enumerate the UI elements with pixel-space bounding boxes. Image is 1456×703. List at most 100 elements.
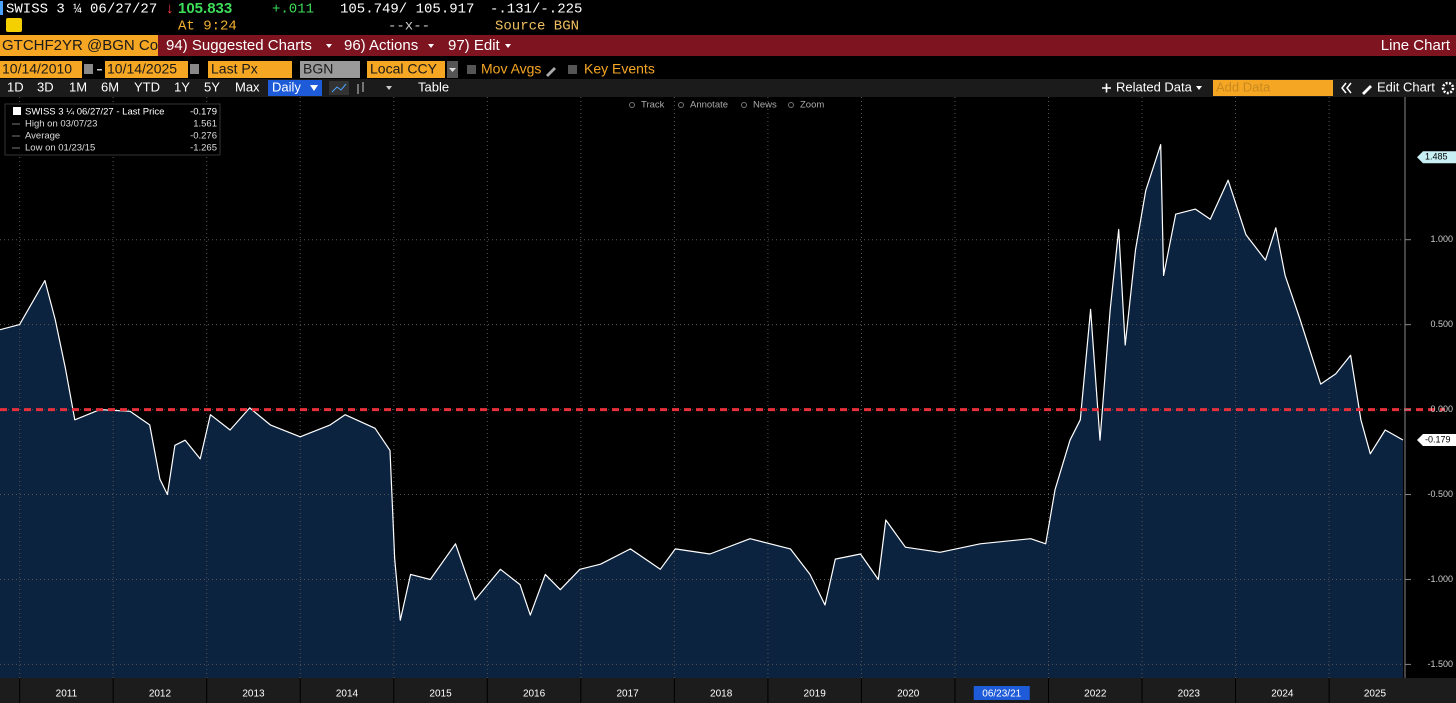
pencil-icon[interactable] <box>546 67 556 77</box>
ticker[interactable]: GTCHF2YR @BGN Co <box>2 37 158 54</box>
edit-chart[interactable]: Edit Chart <box>1377 79 1435 94</box>
x-tick-label: 2018 <box>710 689 733 700</box>
checkbox[interactable] <box>467 65 476 74</box>
ticker-box[interactable] <box>0 35 158 56</box>
grid <box>0 97 1403 678</box>
security: SWISS 3 ¼ 06/27/27 <box>6 2 157 18</box>
view-name: Line Chart <box>1381 37 1451 54</box>
menu-item[interactable]: 97) Edit <box>448 37 501 54</box>
option[interactable]: Key Events <box>584 61 655 77</box>
y-tick-label: 1.000 <box>1430 234 1453 244</box>
legend-title: SWISS 3 ¼ 06/27/27 - Last Price <box>25 107 164 118</box>
range-button[interactable]: 1D <box>7 79 24 94</box>
plus-icon <box>1102 83 1111 93</box>
y-tick-label: -0.500 <box>1427 489 1453 499</box>
change: +.011 <box>272 2 314 18</box>
legend-rows: High on 03/07/23 1.561 Average -0.276 Low on… <box>12 119 217 154</box>
range-button[interactable]: 3D <box>37 79 54 94</box>
field-box[interactable] <box>208 61 292 78</box>
option[interactable]: Mov Avgs <box>481 61 541 77</box>
legend-swatch <box>13 107 21 115</box>
legend-label: Low on 01/23/15 <box>25 143 95 154</box>
collapse-icon[interactable] <box>1341 82 1352 94</box>
chart-icon-line <box>331 83 347 93</box>
field[interactable]: Last Px <box>211 61 258 77</box>
date-box[interactable] <box>105 61 188 78</box>
tool[interactable]: Annotate <box>690 100 728 111</box>
add-data-box[interactable] <box>1213 80 1333 96</box>
arrow: ↓ <box>166 0 174 17</box>
tool[interactable]: Track <box>641 100 665 111</box>
x-tick-label: 2015 <box>429 689 452 700</box>
add-data[interactable]: Add Data <box>1216 79 1271 94</box>
caret <box>449 68 456 72</box>
legend-value: 1.561 <box>193 119 217 130</box>
x-tick-label: 2017 <box>616 689 639 700</box>
dash <box>97 69 102 71</box>
icon[interactable] <box>6 18 22 32</box>
marker <box>0 1 3 15</box>
calendar-icon[interactable] <box>84 64 93 74</box>
y-tick-label: -1.000 <box>1427 574 1453 584</box>
x-tick-label: 06/23/21 <box>982 689 1021 700</box>
area-fill <box>0 144 1403 679</box>
tool-icon[interactable] <box>741 102 747 108</box>
y-tick-label: 0.000 <box>1430 404 1453 414</box>
caret <box>310 85 318 91</box>
legend-value: -1.265 <box>190 143 217 154</box>
bar-icon[interactable] <box>357 82 364 94</box>
caret <box>326 44 332 48</box>
calendar-icon[interactable] <box>190 64 199 74</box>
source-field[interactable]: BGN <box>303 61 333 77</box>
price-line <box>0 144 1404 621</box>
caret <box>386 86 392 90</box>
related-data[interactable]: Related Data <box>1116 79 1193 94</box>
x-tick-label: 2011 <box>56 689 78 700</box>
y-tick-label: 0.500 <box>1430 319 1453 329</box>
plot <box>0 144 1403 679</box>
y-tick-label: -1.500 <box>1427 659 1453 669</box>
gear-icon[interactable] <box>1441 81 1455 95</box>
source-box[interactable] <box>300 61 360 78</box>
x-tick-label: 2019 <box>804 689 827 700</box>
price: 105.833 <box>178 0 232 17</box>
currency[interactable]: Local CCY <box>370 61 438 77</box>
x-tick-label: 2022 <box>1084 689 1107 700</box>
cross: --x-- <box>388 19 430 35</box>
x-tick-label: 2013 <box>242 689 265 700</box>
tool-icon[interactable] <box>678 102 684 108</box>
chart-tools: Track Annotate News Zoom <box>629 100 824 111</box>
time: At 9:24 <box>178 19 237 35</box>
marker-label: 1.485 <box>1425 152 1448 162</box>
range-button[interactable]: 1Y <box>174 79 190 94</box>
tool[interactable]: News <box>753 100 777 111</box>
legend-value: -0.179 <box>190 107 217 118</box>
date-box[interactable] <box>0 61 82 78</box>
tool-icon[interactable] <box>629 102 635 108</box>
range-button[interactable]: YTD <box>134 79 160 94</box>
currency-box[interactable] <box>367 61 445 78</box>
marker-label: -0.179 <box>1425 434 1451 444</box>
start-date[interactable]: 10/14/2010 <box>2 61 72 77</box>
x-tick-label: 2025 <box>1364 689 1387 700</box>
table-button[interactable]: Table <box>418 79 449 94</box>
range-button[interactable]: 1M <box>69 79 87 94</box>
menu-item[interactable]: 94) Suggested Charts <box>166 37 312 54</box>
period-box[interactable] <box>268 80 322 96</box>
x-axis-band <box>0 678 1456 703</box>
x-tick-label: 2023 <box>1178 689 1201 700</box>
menu-item[interactable]: 96) Actions <box>344 37 418 54</box>
range-button[interactable]: 6M <box>101 79 119 94</box>
range-button[interactable]: Max <box>235 79 260 94</box>
x-tick-label: 2012 <box>149 689 172 700</box>
spread: -.131/-.225 <box>490 2 582 18</box>
end-date[interactable]: 10/14/2025 <box>107 61 177 77</box>
caret <box>505 44 511 48</box>
tool[interactable]: Zoom <box>800 100 824 111</box>
tool-icon[interactable] <box>788 102 794 108</box>
checkbox[interactable] <box>568 65 577 74</box>
x-tick-label: 2016 <box>523 689 546 700</box>
range-button[interactable]: 5Y <box>204 79 220 94</box>
period[interactable]: Daily <box>272 79 301 94</box>
